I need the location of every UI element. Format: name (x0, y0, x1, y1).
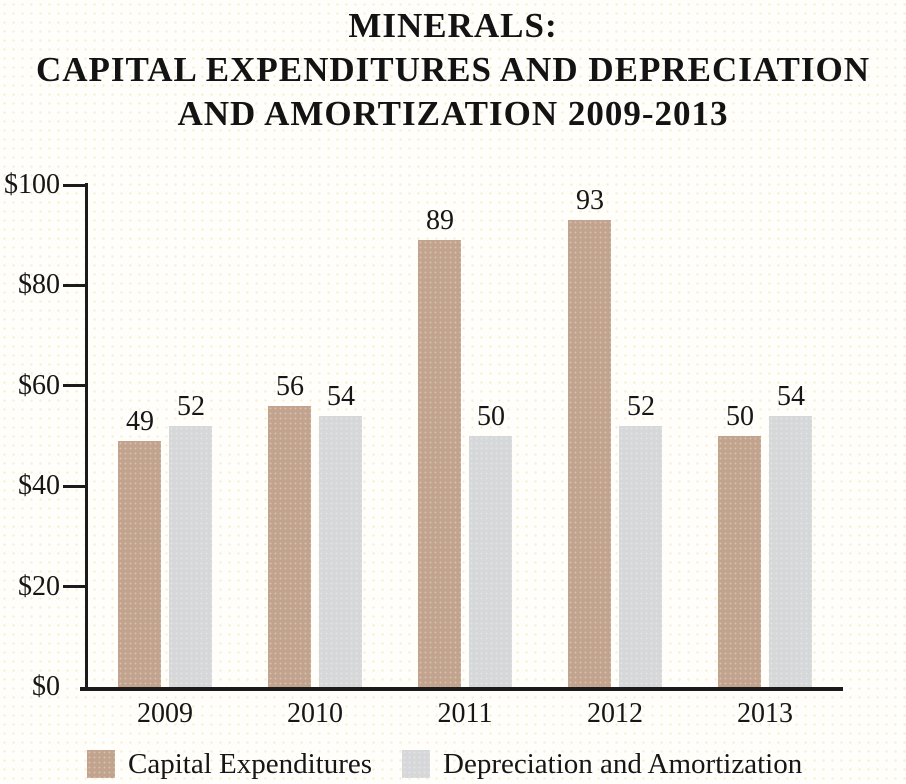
chart-title-line1: MINERALS: (348, 6, 558, 45)
bar-capital-expenditures (568, 220, 611, 687)
legend-label-depreciation-amortization: Depreciation and Amortization (443, 748, 803, 780)
bar-value-label: 50 (477, 401, 505, 432)
y-tick (63, 484, 85, 488)
chart-title-line2: CAPITAL EXPENDITURES AND DEPRECIATION (35, 50, 871, 89)
legend-label-capital-expenditures: Capital Expenditures (128, 748, 373, 780)
y-tick-label: $60 (18, 369, 60, 401)
bar-capital-expenditures (718, 436, 761, 687)
y-axis-line (85, 183, 88, 689)
y-tick (63, 585, 85, 589)
bar-depreciation-amortization (169, 426, 212, 687)
chart-title-line3: AND AMORTIZATION 2009-2013 (177, 94, 729, 133)
bar-value-label: 93 (576, 185, 604, 216)
y-tick-label: $80 (18, 269, 60, 301)
y-tick (63, 183, 85, 187)
bar-value-label: 49 (126, 406, 154, 437)
x-category-label: 2009 (137, 698, 193, 729)
bar-capital-expenditures (118, 441, 161, 687)
bar-value-label: 50 (726, 401, 754, 432)
bar-value-label: 52 (627, 391, 655, 422)
bar-capital-expenditures (418, 240, 461, 687)
legend-swatch-depreciation-amortization (402, 750, 431, 778)
x-category-label: 2011 (437, 698, 493, 729)
bar-value-label: 52 (177, 391, 205, 422)
bar-depreciation-amortization (469, 436, 512, 687)
x-category-label: 2012 (587, 698, 643, 729)
bar-depreciation-amortization (619, 426, 662, 687)
legend-swatch-capital-expenditures (87, 750, 115, 778)
y-tick-label: $40 (18, 470, 60, 502)
legend: Capital Expenditures Depreciation and Am… (87, 748, 802, 780)
x-category-label: 2010 (287, 698, 343, 729)
y-tick-label: $100 (4, 169, 60, 200)
bar-value-label: 89 (426, 205, 454, 236)
x-category-label: 2013 (737, 698, 793, 729)
y-tick-label: $0 (32, 671, 60, 702)
bar-value-label: 54 (327, 381, 355, 412)
chart-title: MINERALS: CAPITAL EXPENDITURES AND DEPRE… (0, 4, 906, 136)
y-tick-label: $20 (18, 570, 60, 602)
bar-value-label: 54 (777, 381, 805, 412)
y-tick (63, 283, 85, 287)
bar-value-label: 56 (276, 371, 304, 402)
bar-depreciation-amortization (319, 416, 362, 687)
bar-capital-expenditures (268, 406, 311, 687)
x-axis-line (80, 687, 843, 691)
bar-depreciation-amortization (769, 416, 812, 687)
y-tick (63, 384, 85, 388)
